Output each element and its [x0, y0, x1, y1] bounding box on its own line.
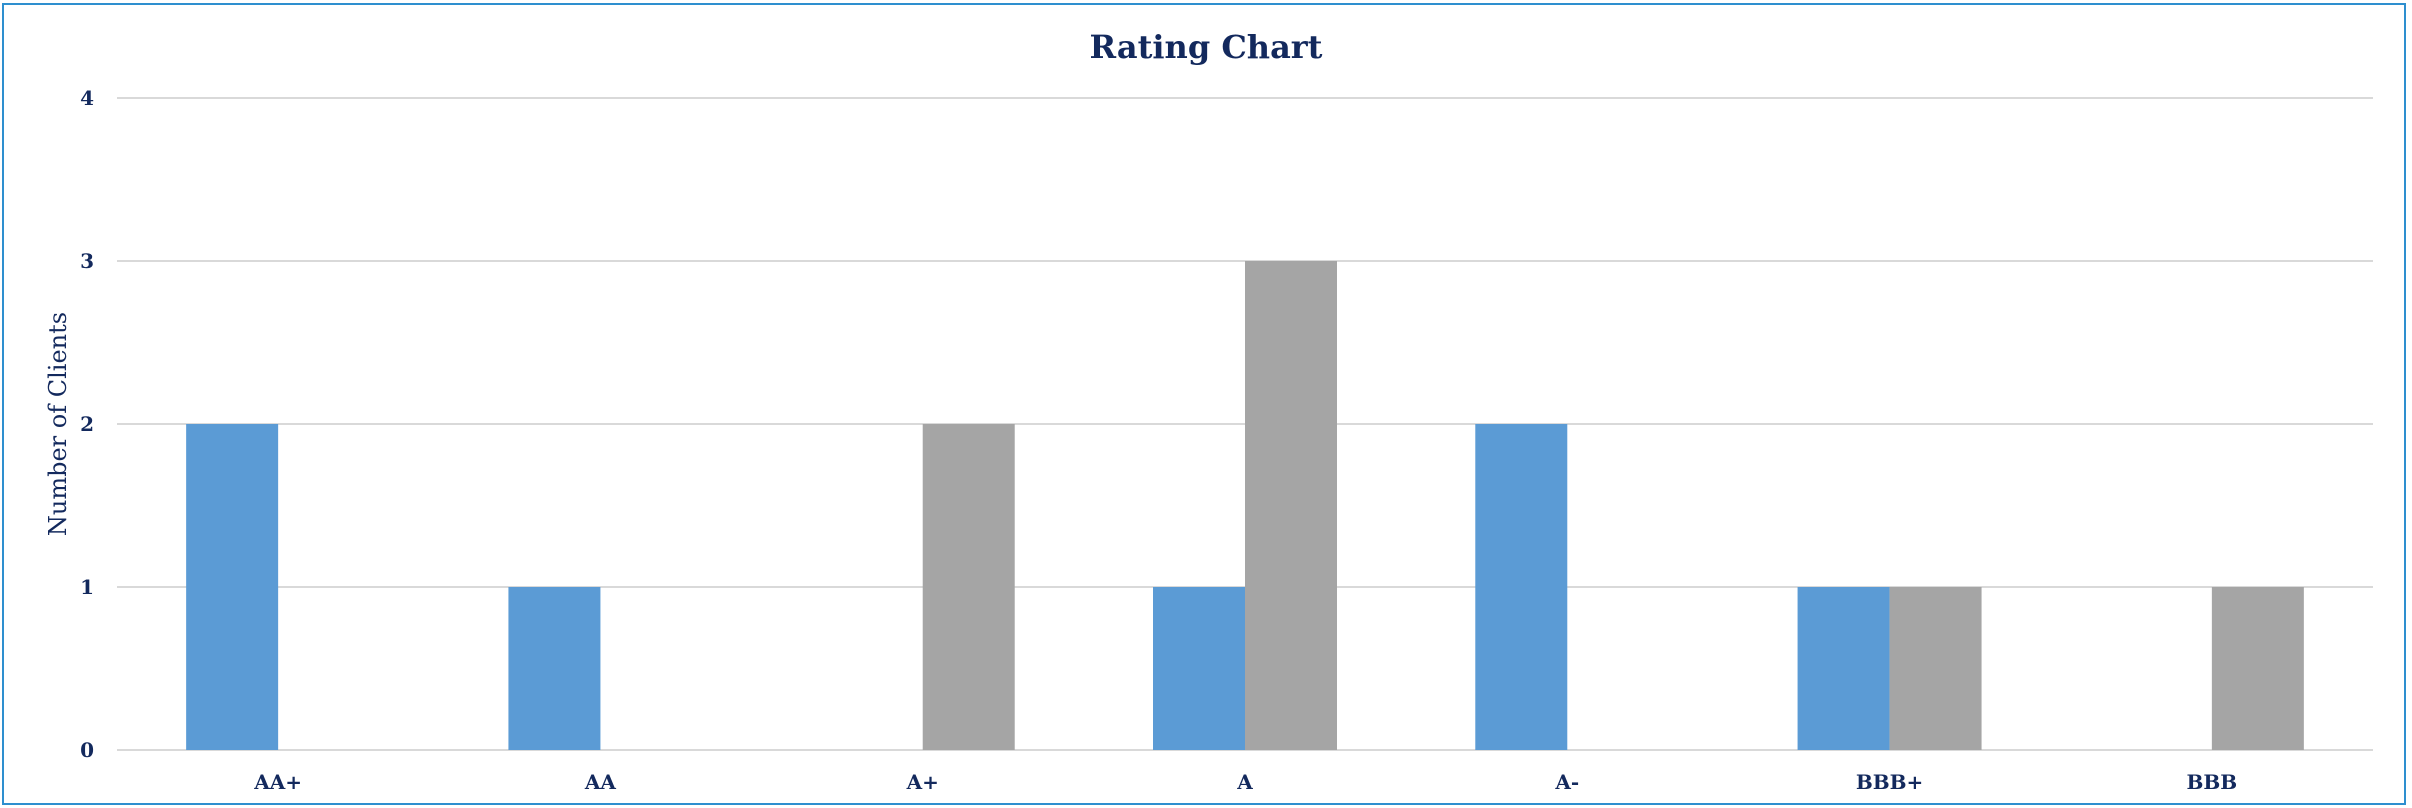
x-tick-label: AA+: [253, 770, 302, 794]
x-tick-label: BBB+: [1856, 770, 1923, 794]
y-tick-label: 4: [80, 86, 94, 110]
bar-BBB+-series-1: [1797, 587, 1890, 750]
bars: [186, 261, 2304, 750]
x-axis-ticks: AA+ AA A+ A A- BBB+ BBB: [253, 770, 2237, 794]
x-tick-label: A-: [1554, 770, 1579, 794]
y-tick-label: 2: [80, 412, 94, 436]
x-tick-label: AA: [584, 770, 617, 794]
bar-A+-series-2: [922, 424, 1015, 750]
bar-AA+-series-1: [186, 424, 279, 750]
x-tick-label: A: [1236, 770, 1253, 794]
bar-A-series-2: [1245, 261, 1337, 750]
bar-BBB-series-2: [2211, 587, 2304, 750]
bar-BBB+-series-2: [1889, 587, 1982, 750]
y-tick-label: 3: [80, 249, 94, 273]
y-tick-label: 1: [80, 575, 94, 599]
x-tick-label: A+: [906, 770, 939, 794]
bar-A-series-1: [1153, 587, 1245, 750]
y-axis-ticks: 0 1 2 3 4: [80, 86, 94, 762]
bar-AA-series-1: [508, 587, 601, 750]
y-tick-label: 0: [80, 738, 94, 762]
y-axis-title: Number of Clients: [44, 312, 72, 536]
chart-title: Rating Chart: [1090, 28, 1323, 66]
bar-A--series-1: [1475, 424, 1568, 750]
x-tick-label: BBB: [2186, 770, 2237, 794]
